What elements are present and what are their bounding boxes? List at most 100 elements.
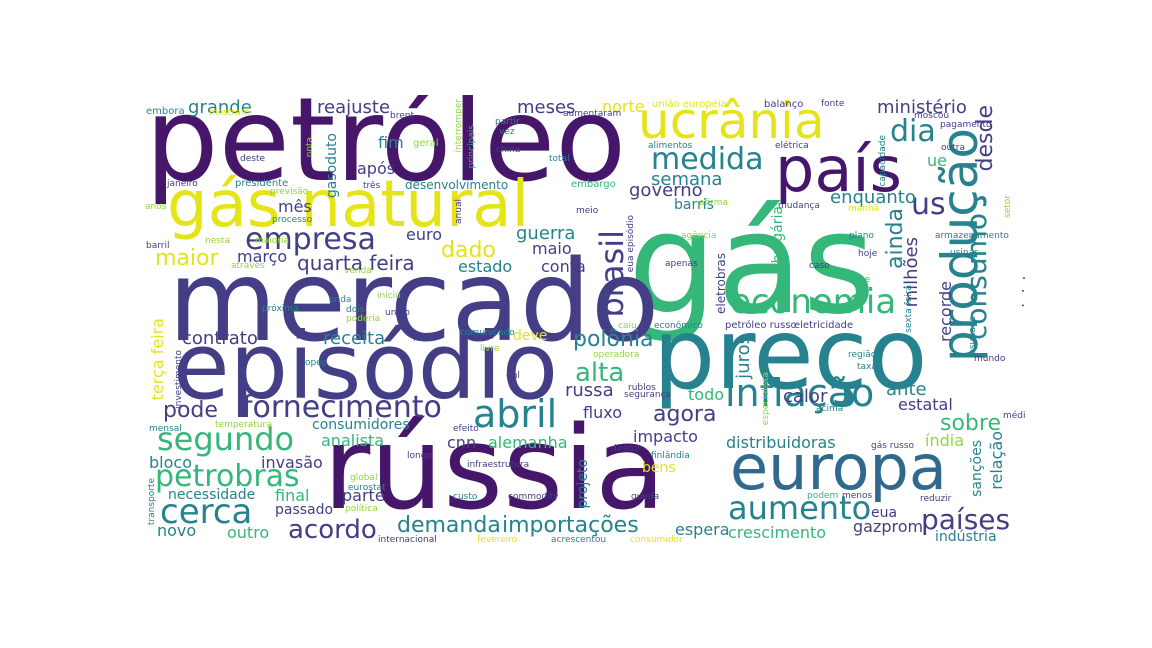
word-eletricidade: eletricidade	[794, 320, 854, 331]
word-caso: caso	[809, 261, 830, 271]
word-aumento: aumento	[728, 489, 872, 527]
word-infraestrutura: infraestrutura	[467, 460, 530, 470]
word-alemanha: alemanha	[488, 433, 568, 452]
word-cnn: cnn	[447, 433, 477, 452]
word-reajuste: reajuste	[317, 97, 391, 118]
word-ue: ue	[927, 151, 947, 170]
word-mensal: mensal	[149, 424, 182, 434]
word-desenvolvimento: desenvolvimento	[405, 178, 509, 192]
word-venda: venda	[344, 266, 372, 276]
word-commodity: commodity	[508, 492, 559, 502]
word-sobre: sobre	[940, 411, 1001, 436]
word-norte: norte	[602, 97, 645, 116]
word-moscou: moscou	[914, 111, 950, 121]
word-hoje: hoje	[858, 249, 878, 259]
word-terca-feira: terça feira	[148, 318, 167, 401]
word-abril: abril	[473, 392, 558, 436]
word-dia: dia	[890, 114, 936, 149]
word-anos: anos	[145, 202, 167, 212]
word-ministerio: ministério	[877, 97, 967, 118]
word-podem: podem	[807, 491, 839, 501]
word-cerca: cerca	[160, 492, 253, 532]
word-enquanto: enquanto	[830, 187, 916, 208]
word-polonia: polônia	[573, 327, 654, 352]
word-relacao: relação	[987, 431, 1006, 490]
word-uniao-europeia: união europeia	[652, 99, 727, 110]
word-invasao: invasão	[261, 453, 323, 472]
word-reduzir: reduzir	[920, 494, 952, 504]
word-afirma: afirma	[699, 198, 729, 208]
word-mercado: mercado	[168, 237, 660, 367]
word-transporte: transporte	[147, 478, 157, 526]
word-balanco: balanço	[764, 99, 804, 110]
word-acordo: acordo	[288, 515, 377, 545]
word-investimento: investimento	[174, 350, 184, 409]
word-comunicado: comunicado	[460, 328, 515, 338]
word-economico: econômico	[654, 321, 703, 331]
word-mes: mês	[278, 197, 312, 216]
word-gas-russo: gás russo	[871, 441, 915, 451]
word-ministro: ministro	[1019, 258, 1025, 324]
word-resultado: resultado	[968, 316, 978, 359]
word-eua: eua	[871, 505, 898, 521]
word-manha: manhã	[848, 204, 880, 214]
word-industria: indústria	[935, 529, 997, 545]
word-china: china	[496, 145, 521, 155]
word-nota: nota	[305, 137, 315, 158]
word-longo: longo	[407, 451, 432, 461]
word-opep: opep	[305, 358, 328, 368]
word-custo: custo	[453, 492, 478, 502]
word-governo: governo	[629, 180, 703, 201]
word-calor: calor	[783, 386, 828, 407]
word-setor: setor	[1003, 195, 1013, 218]
word-mostram: mostram	[209, 108, 250, 118]
word-onda: onda	[329, 295, 352, 305]
word-outro: outro	[227, 523, 270, 542]
word-deve: deve	[513, 328, 548, 344]
word-demanda: demanda	[397, 513, 501, 538]
word-risco: risco	[413, 334, 435, 344]
word-bloco: bloco	[149, 453, 192, 472]
word-bulgaria: bulgária	[770, 206, 786, 264]
word-poderia: poderia	[346, 314, 381, 324]
word-fim: fim	[378, 133, 404, 152]
word-sancoes: sanções	[969, 440, 985, 497]
word-consumidores: consumidores	[312, 417, 410, 433]
word-juros: juros	[733, 335, 754, 379]
word-regiao: região	[848, 350, 877, 360]
word-desde: desde	[973, 105, 998, 172]
word-ante: ante	[886, 379, 927, 400]
word-capacidade: capacidade	[878, 135, 888, 187]
word-contrato: contrato	[182, 328, 258, 349]
word-eua-episodio: eua episódio	[626, 215, 636, 273]
word-crescimento: crescimento	[728, 523, 827, 542]
word-acrescentou: acrescentou	[551, 535, 607, 545]
word-quarta-feira: quarta feira	[297, 251, 415, 275]
word-maioria: maioria	[255, 236, 290, 246]
word-espera: espera	[675, 520, 730, 539]
word-projeto: projeto	[575, 459, 591, 509]
word-tres: três	[363, 181, 381, 191]
word-livre: livre	[480, 344, 500, 354]
word-brasil: brasil	[593, 230, 631, 318]
word-petroleo-russo: petróleo russo	[725, 320, 797, 331]
word-geral: geral	[413, 138, 439, 149]
word-segundo: segundo	[157, 420, 295, 458]
word-taxa: taxa	[857, 362, 877, 372]
word-alimentos: alimentos	[648, 141, 693, 151]
word-interromper: interromper	[454, 99, 464, 153]
word-acima: acima	[816, 404, 844, 414]
word-paises: países	[921, 503, 1011, 536]
word-brent: brent	[390, 111, 414, 121]
word-petroleo: petróleo	[145, 95, 627, 208]
word-dado: dado	[441, 238, 496, 263]
word-principais: principais	[467, 125, 477, 169]
word-processo: processo	[272, 215, 313, 225]
word-gas-natural: gás natural	[167, 168, 530, 242]
word-inflacao: inflação	[725, 371, 875, 415]
word-embargo: embargo	[571, 179, 616, 190]
word-especialista: especialista	[761, 372, 771, 426]
word-russia: rússia	[323, 402, 666, 536]
word-proxima: próxima	[262, 304, 299, 314]
word-episodio: episódio	[173, 313, 559, 420]
